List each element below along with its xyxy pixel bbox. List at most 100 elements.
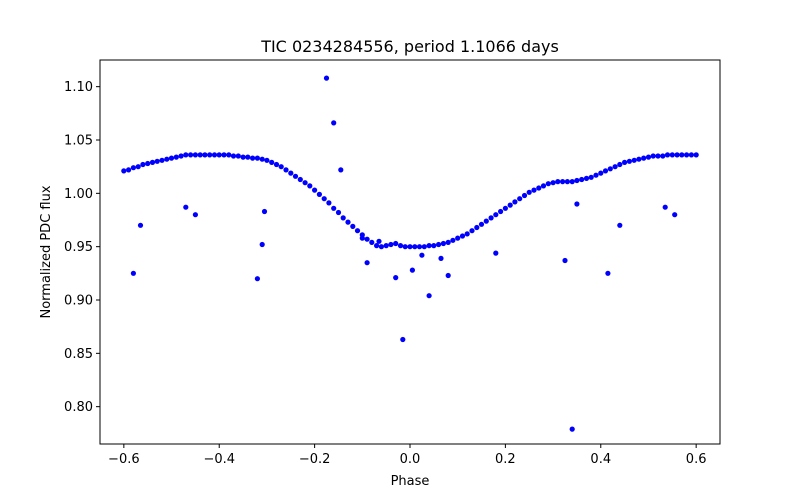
data-point — [402, 244, 408, 250]
x-axis-label: Phase — [391, 474, 430, 489]
data-point — [562, 257, 568, 264]
data-point — [259, 241, 265, 248]
data-point — [517, 196, 523, 202]
data-point — [545, 181, 551, 187]
x-tick-label: −0.2 — [299, 452, 331, 467]
data-point — [207, 152, 213, 158]
data-point — [326, 200, 332, 206]
data-point — [407, 244, 413, 250]
data-point — [178, 153, 184, 159]
data-point — [149, 159, 156, 165]
data-point — [159, 157, 165, 163]
data-point — [493, 212, 499, 218]
data-point — [331, 120, 337, 126]
data-point — [612, 164, 618, 170]
data-point — [464, 231, 470, 237]
data-point — [426, 243, 432, 249]
data-point — [478, 221, 485, 227]
data-point — [173, 154, 179, 160]
data-point — [338, 167, 344, 173]
data-point — [269, 159, 275, 165]
data-point — [660, 153, 666, 159]
data-point — [474, 224, 480, 231]
data-point — [302, 180, 308, 186]
data-point — [359, 235, 365, 241]
data-point — [312, 187, 318, 193]
data-point — [202, 152, 208, 158]
data-point — [183, 152, 189, 158]
data-point — [645, 154, 652, 160]
x-tick-label: 0.2 — [495, 452, 516, 467]
y-axis-ticks: 0.80 0.85 0.90 0.95 1.00 1.05 1.10 — [64, 80, 100, 415]
data-point — [540, 183, 547, 189]
data-point — [126, 167, 132, 173]
data-point — [521, 192, 528, 199]
data-point — [416, 244, 423, 250]
data-point — [650, 153, 656, 159]
data-point — [168, 155, 175, 161]
data-point — [617, 161, 623, 168]
data-point — [154, 158, 160, 164]
data-point — [345, 219, 351, 225]
data-point — [569, 426, 575, 432]
data-point — [292, 173, 299, 179]
data-point — [230, 153, 237, 159]
data-point — [593, 172, 599, 178]
y-tick-label: 1.10 — [64, 80, 93, 95]
data-point — [502, 205, 508, 211]
data-point — [507, 202, 513, 208]
data-point — [316, 191, 322, 197]
data-point — [397, 243, 404, 249]
data-point — [273, 161, 280, 168]
data-point — [488, 215, 494, 221]
data-point — [560, 179, 566, 185]
data-point — [264, 157, 270, 163]
data-point — [605, 270, 611, 276]
data-point — [579, 176, 585, 183]
data-point — [188, 152, 194, 158]
data-point — [235, 153, 241, 159]
data-point — [574, 177, 580, 184]
data-point — [130, 270, 136, 276]
data-point — [679, 152, 685, 158]
data-point — [192, 152, 198, 158]
data-point — [135, 164, 141, 170]
data-point — [431, 243, 437, 249]
y-tick-label: 1.00 — [64, 187, 93, 202]
data-point — [226, 152, 232, 158]
data-point — [278, 164, 284, 170]
data-point — [254, 276, 260, 282]
data-point — [259, 156, 265, 162]
data-point — [378, 244, 384, 250]
data-point — [672, 212, 678, 218]
data-point — [121, 168, 127, 174]
data-point — [421, 244, 427, 250]
data-point — [536, 185, 542, 191]
data-point — [192, 212, 198, 218]
data-point — [688, 152, 695, 158]
data-point — [617, 222, 623, 228]
data-point — [350, 223, 356, 229]
data-point — [393, 240, 399, 247]
data-point — [321, 196, 327, 202]
data-point — [140, 161, 146, 168]
data-point — [583, 175, 590, 181]
y-tick-label: 0.90 — [64, 294, 93, 309]
data-point — [636, 156, 642, 162]
data-point — [137, 222, 144, 228]
data-point — [626, 158, 633, 164]
data-point — [602, 168, 609, 174]
data-point — [374, 243, 380, 249]
data-point — [655, 153, 661, 159]
y-axis-label: Normalized PDC flux — [39, 185, 54, 318]
data-point — [221, 152, 227, 158]
data-point — [493, 250, 499, 256]
data-point — [364, 236, 370, 242]
data-point — [130, 165, 136, 171]
data-point — [211, 152, 218, 158]
data-point — [250, 155, 256, 161]
data-point — [412, 244, 418, 250]
data-point — [354, 228, 361, 234]
chart-title: TIC 0234284556, period 1.1066 days — [260, 37, 559, 56]
